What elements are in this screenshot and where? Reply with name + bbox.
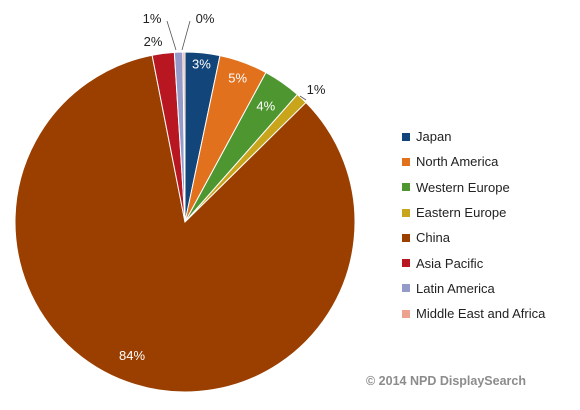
legend-label: China <box>416 230 450 246</box>
data-label-latin-america: 1% <box>143 11 162 26</box>
legend-label: Middle East and Africa <box>416 306 546 322</box>
legend-label: North America <box>416 154 499 170</box>
data-label-eastern-europe: 1% <box>307 82 326 97</box>
legend-item-asia-pacific: Asia Pacific <box>402 250 545 275</box>
legend-swatch <box>402 309 410 318</box>
copyright-notice: © 2014 NPD DisplaySearch <box>366 374 526 388</box>
legend-item-middle-east-and-africa: Middle East and Africa <box>402 301 545 326</box>
data-label-asia-pacific: 2% <box>144 34 163 49</box>
data-label-japan: 3% <box>192 57 211 72</box>
legend-swatch <box>402 208 410 217</box>
legend-item-eastern-europe: Eastern Europe <box>402 200 545 225</box>
legend-swatch <box>402 183 410 192</box>
legend-swatch <box>402 284 410 293</box>
data-label-north-america: 5% <box>228 70 247 85</box>
legend-item-japan: Japan <box>402 124 545 149</box>
data-label-china: 84% <box>119 348 145 363</box>
legend-label: Japan <box>416 129 452 145</box>
legend-label: Eastern Europe <box>416 205 507 221</box>
legend-item-western-europe: Western Europe <box>402 175 545 200</box>
legend-item-north-america: North America <box>402 149 545 174</box>
legend-swatch <box>402 157 410 166</box>
pie-slice-china <box>14 54 356 393</box>
legend-swatch <box>402 259 410 268</box>
pie-slice-middle-east-and-africa <box>182 51 186 223</box>
leader-line <box>299 95 307 101</box>
legend-swatch <box>402 233 410 242</box>
leader-line <box>166 20 177 51</box>
legend-item-latin-america: Latin America <box>402 276 545 301</box>
legend-label: Asia Pacific <box>416 255 484 271</box>
data-label-western-europe: 4% <box>256 98 275 113</box>
data-label-middle-east-and-africa: 0% <box>196 11 215 26</box>
legend-swatch <box>402 132 410 141</box>
legend-label: Western Europe <box>416 179 510 195</box>
chart-legend: Japan North America Western Europe Eastern … <box>402 124 545 326</box>
leader-line <box>181 20 191 51</box>
legend-item-china: China <box>402 225 545 250</box>
pie-chart: 3% 5% 4% 1% 84% 2% 1% 0% <box>14 11 356 393</box>
legend-label: Latin America <box>416 280 495 296</box>
